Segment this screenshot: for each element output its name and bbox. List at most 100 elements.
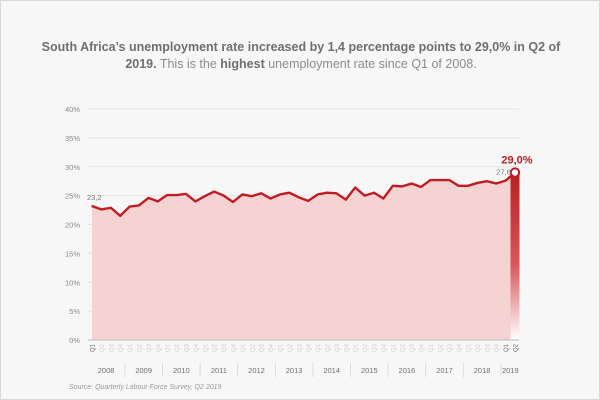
x-tick-label: Q2 (138, 343, 144, 352)
data-point (251, 195, 253, 198)
data-point (166, 194, 168, 196)
x-tick-label: Q3 (185, 343, 191, 352)
x-tick-label: Q4 (232, 343, 238, 352)
x-tick-label: Q3 (147, 343, 153, 352)
data-point (392, 185, 394, 187)
data-point (147, 197, 150, 199)
x-tick-label: Q1 (467, 343, 473, 352)
x-tick-label: Q2 (476, 343, 482, 352)
x-tick-label: Q4 (420, 343, 426, 352)
x-tick-label: Q3 (485, 343, 491, 352)
year-label: 2013 (286, 366, 303, 375)
data-point (204, 195, 206, 198)
x-tick-label: Q4 (344, 343, 350, 352)
data-label: 23,2 (87, 193, 102, 202)
year-label: 2018 (474, 366, 491, 375)
data-point (288, 191, 291, 194)
data-point (194, 200, 197, 203)
data-point (495, 182, 498, 185)
x-tick-label: Q2 (288, 343, 294, 352)
area-fill (92, 172, 515, 340)
data-point (467, 185, 469, 187)
x-tick-label: Q3 (335, 343, 341, 352)
data-point (232, 201, 234, 203)
y-axis: 0% 5% 10% 15% 20% 25% 30% 35% 40% (65, 105, 80, 345)
x-tick-label: Q2 (438, 343, 444, 352)
data-point (119, 215, 121, 217)
x-tick-label: Q2 (175, 343, 181, 352)
data-point (316, 193, 319, 196)
year-label: 2014 (323, 366, 340, 375)
x-tick-label: Q1 (203, 343, 209, 352)
x-tick-label: Q4 (307, 343, 313, 352)
data-point (222, 194, 225, 197)
data-label: 29,0% (501, 155, 532, 167)
x-tick-label: Q1 (166, 343, 172, 352)
x-tick-label: Q2 (213, 343, 219, 352)
year-label: 2008 (98, 366, 115, 375)
y-tick-label: 5% (69, 307, 80, 316)
x-tick-label: Q2 (514, 343, 520, 352)
x-tick-label: Q3 (373, 343, 379, 352)
chart-title: South Africa’s unemployment rate increas… (41, 39, 561, 73)
latest-quarter-bar (510, 172, 520, 340)
data-point (486, 180, 488, 182)
data-point (354, 186, 357, 189)
data-label: 27,6 (496, 168, 511, 177)
y-tick-label: 10% (65, 278, 80, 287)
y-tick-label: 40% (65, 105, 80, 114)
data-point (128, 205, 131, 208)
data-point (279, 193, 281, 196)
x-tick-label: Q2 (250, 343, 256, 352)
data-point (345, 198, 347, 201)
x-tick-label: Q1 (128, 343, 134, 352)
data-point (260, 192, 263, 195)
x-tick-label: Q1 (429, 343, 435, 352)
data-point (100, 208, 103, 211)
data-point (307, 200, 310, 202)
data-labels: 23,2 27,629,0% (87, 155, 533, 202)
x-tick-label: Q1 (391, 343, 397, 352)
year-label: 2017 (436, 366, 453, 375)
x-tick-label: Q1 (279, 343, 285, 352)
year-label: 2010 (173, 366, 190, 375)
title-bold-text: South Africa’s unemployment rate increas… (41, 40, 561, 71)
x-tick-label: Q3 (260, 343, 266, 352)
data-point (401, 185, 404, 188)
data-point (138, 204, 140, 207)
data-point (382, 197, 385, 200)
data-point (410, 182, 413, 185)
x-tick-label: Q4 (269, 343, 275, 352)
x-tick-label: Q3 (109, 343, 115, 352)
plot-area (91, 167, 521, 340)
data-point (185, 193, 187, 195)
x-tick-label: Q1 (354, 343, 360, 352)
data-point (363, 194, 366, 197)
y-tick-label: 15% (65, 249, 80, 258)
year-label: 2015 (361, 366, 378, 375)
data-point (439, 179, 441, 181)
data-point (157, 200, 159, 203)
data-point (213, 190, 215, 193)
title-text-2: unemployment rate since Q1 of 2008. (264, 57, 477, 71)
x-tick-label: Q3 (222, 343, 228, 352)
data-point (91, 205, 93, 207)
data-point (298, 196, 300, 199)
title-text-1: This is the (156, 57, 221, 71)
x-tick-label: Q3 (410, 343, 416, 352)
year-label: 2012 (248, 366, 265, 375)
latest-value-marker (509, 167, 521, 178)
data-point (476, 182, 479, 184)
x-tick-label: Q2 (100, 343, 106, 352)
x-tick-label: Q1 (504, 343, 510, 352)
x-tick-label: Q4 (457, 343, 463, 352)
data-point (429, 179, 432, 181)
x-tick-label: Q3 (297, 343, 303, 352)
year-label: 2009 (135, 366, 152, 375)
year-label: 2019 (502, 366, 519, 375)
y-tick-label: 30% (65, 163, 80, 172)
x-tick-label: Q1 (316, 343, 322, 352)
data-point (373, 191, 375, 194)
